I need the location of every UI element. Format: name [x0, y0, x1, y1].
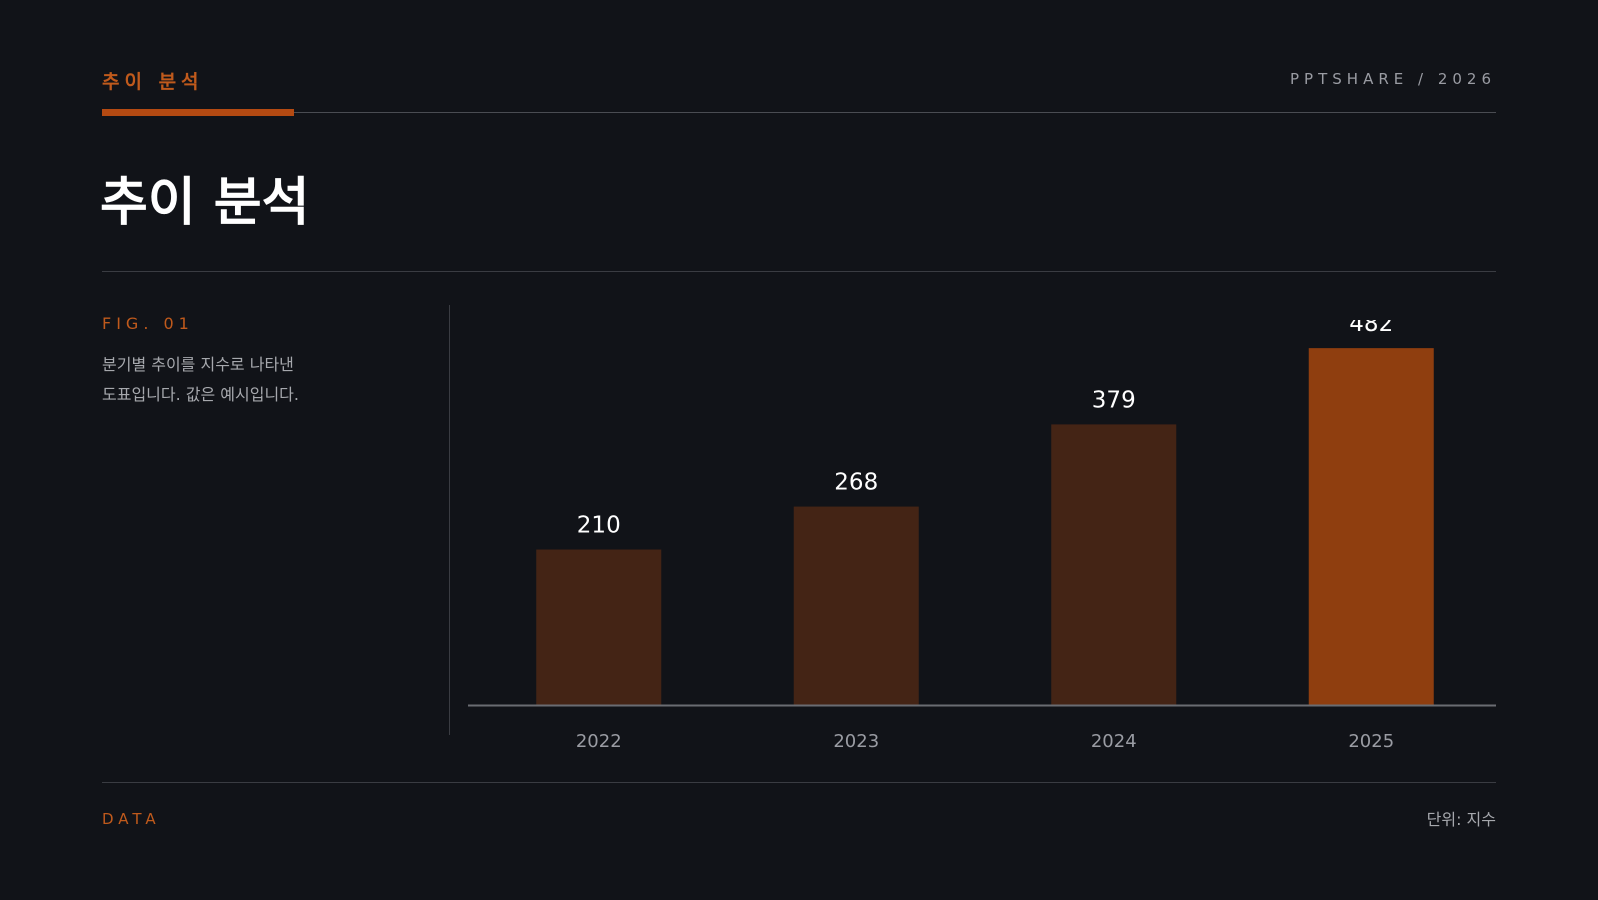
- bar-2022: [536, 549, 662, 705]
- header-kicker: 추이 분석: [102, 71, 204, 93]
- value-label-2023: 268: [834, 470, 878, 496]
- footer-unit-label: 단위: 지수: [1426, 810, 1496, 829]
- header-brand: PPTSHARE / 2026: [1290, 70, 1496, 88]
- figure-description-line: 분기별 추이를 지수로 나타낸: [102, 355, 294, 374]
- figure-description-line: 도표입니다. 값은 예시입니다.: [102, 385, 299, 404]
- bar-2024: [1051, 424, 1177, 705]
- page-title: 추이 분석: [100, 173, 310, 233]
- bar-2025: [1308, 348, 1434, 705]
- x-tick-label-2025: 2025: [1348, 731, 1394, 752]
- footer-data-label: DATA: [102, 810, 161, 828]
- bar-2023: [793, 506, 919, 705]
- figure-description: 분기별 추이를 지수로 나타낸 도표입니다. 값은 예시입니다.: [102, 350, 402, 410]
- header-accent-bar: [102, 109, 294, 116]
- bar-chart: 210 2022 268 2023 379 2024 482 2025: [468, 320, 1496, 752]
- x-tick-label-2023: 2023: [833, 731, 879, 752]
- value-label-2024: 379: [1092, 387, 1136, 413]
- value-label-2022: 210: [577, 513, 621, 539]
- panel-divider: [449, 305, 450, 735]
- footer-divider: [102, 782, 1496, 783]
- x-tick-label-2024: 2024: [1091, 731, 1137, 752]
- title-divider: [102, 271, 1496, 272]
- x-tick-label-2022: 2022: [576, 731, 622, 752]
- header-rule: [102, 112, 1496, 113]
- value-label-2025: 482: [1349, 320, 1393, 337]
- figure-label: FIG. 01: [102, 314, 194, 333]
